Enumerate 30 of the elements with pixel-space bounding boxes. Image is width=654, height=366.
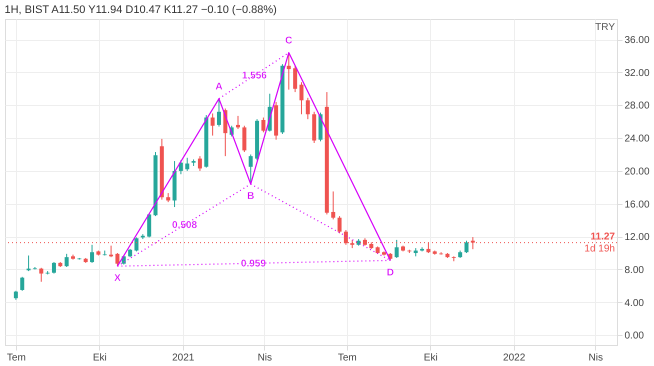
y-tick-label: 24.00 — [624, 134, 650, 145]
y-tick-label: 8.00 — [624, 264, 644, 276]
annotation: 1d 19h — [584, 244, 615, 255]
annotation: C — [285, 36, 292, 47]
x-tick-label: Eki — [424, 352, 438, 364]
y-tick-label: 4.00 — [624, 298, 644, 309]
annotation: 1.556 — [242, 70, 268, 82]
annotation: D — [386, 267, 394, 278]
chart-title: 1H, BIST A11.50 Y11.94 D10.47 K11.27 −0.10 (−0.88%) — [4, 4, 277, 16]
y-tick-label: 12.00 — [624, 232, 650, 244]
x-tick-label: Nis — [258, 352, 272, 364]
annotation: B — [247, 191, 254, 202]
x-tick-label: 2022 — [503, 352, 526, 364]
x-tick-label: 2021 — [172, 352, 195, 364]
ref-line-label: 11.27 — [590, 232, 616, 243]
x-tick-label: Tem — [6, 352, 26, 364]
x-tick-label: Tem — [338, 352, 357, 364]
y-tick-label: 36.00 — [624, 35, 650, 46]
annotation: X — [114, 273, 122, 284]
y-tick-label: 32.00 — [624, 68, 650, 79]
annotation: 0.508 — [172, 220, 198, 232]
x-tick-label: Nis — [588, 352, 603, 364]
x-tick-label: Eki — [92, 352, 107, 364]
annotation: A — [215, 82, 223, 93]
y-tick-label: 16.00 — [624, 199, 650, 210]
annotation: 0.959 — [240, 258, 266, 270]
annotation: TRY — [595, 22, 616, 33]
y-tick-label: 0.00 — [624, 330, 644, 342]
y-tick-label: 28.00 — [624, 100, 650, 112]
y-tick-label: 20.00 — [624, 166, 650, 178]
